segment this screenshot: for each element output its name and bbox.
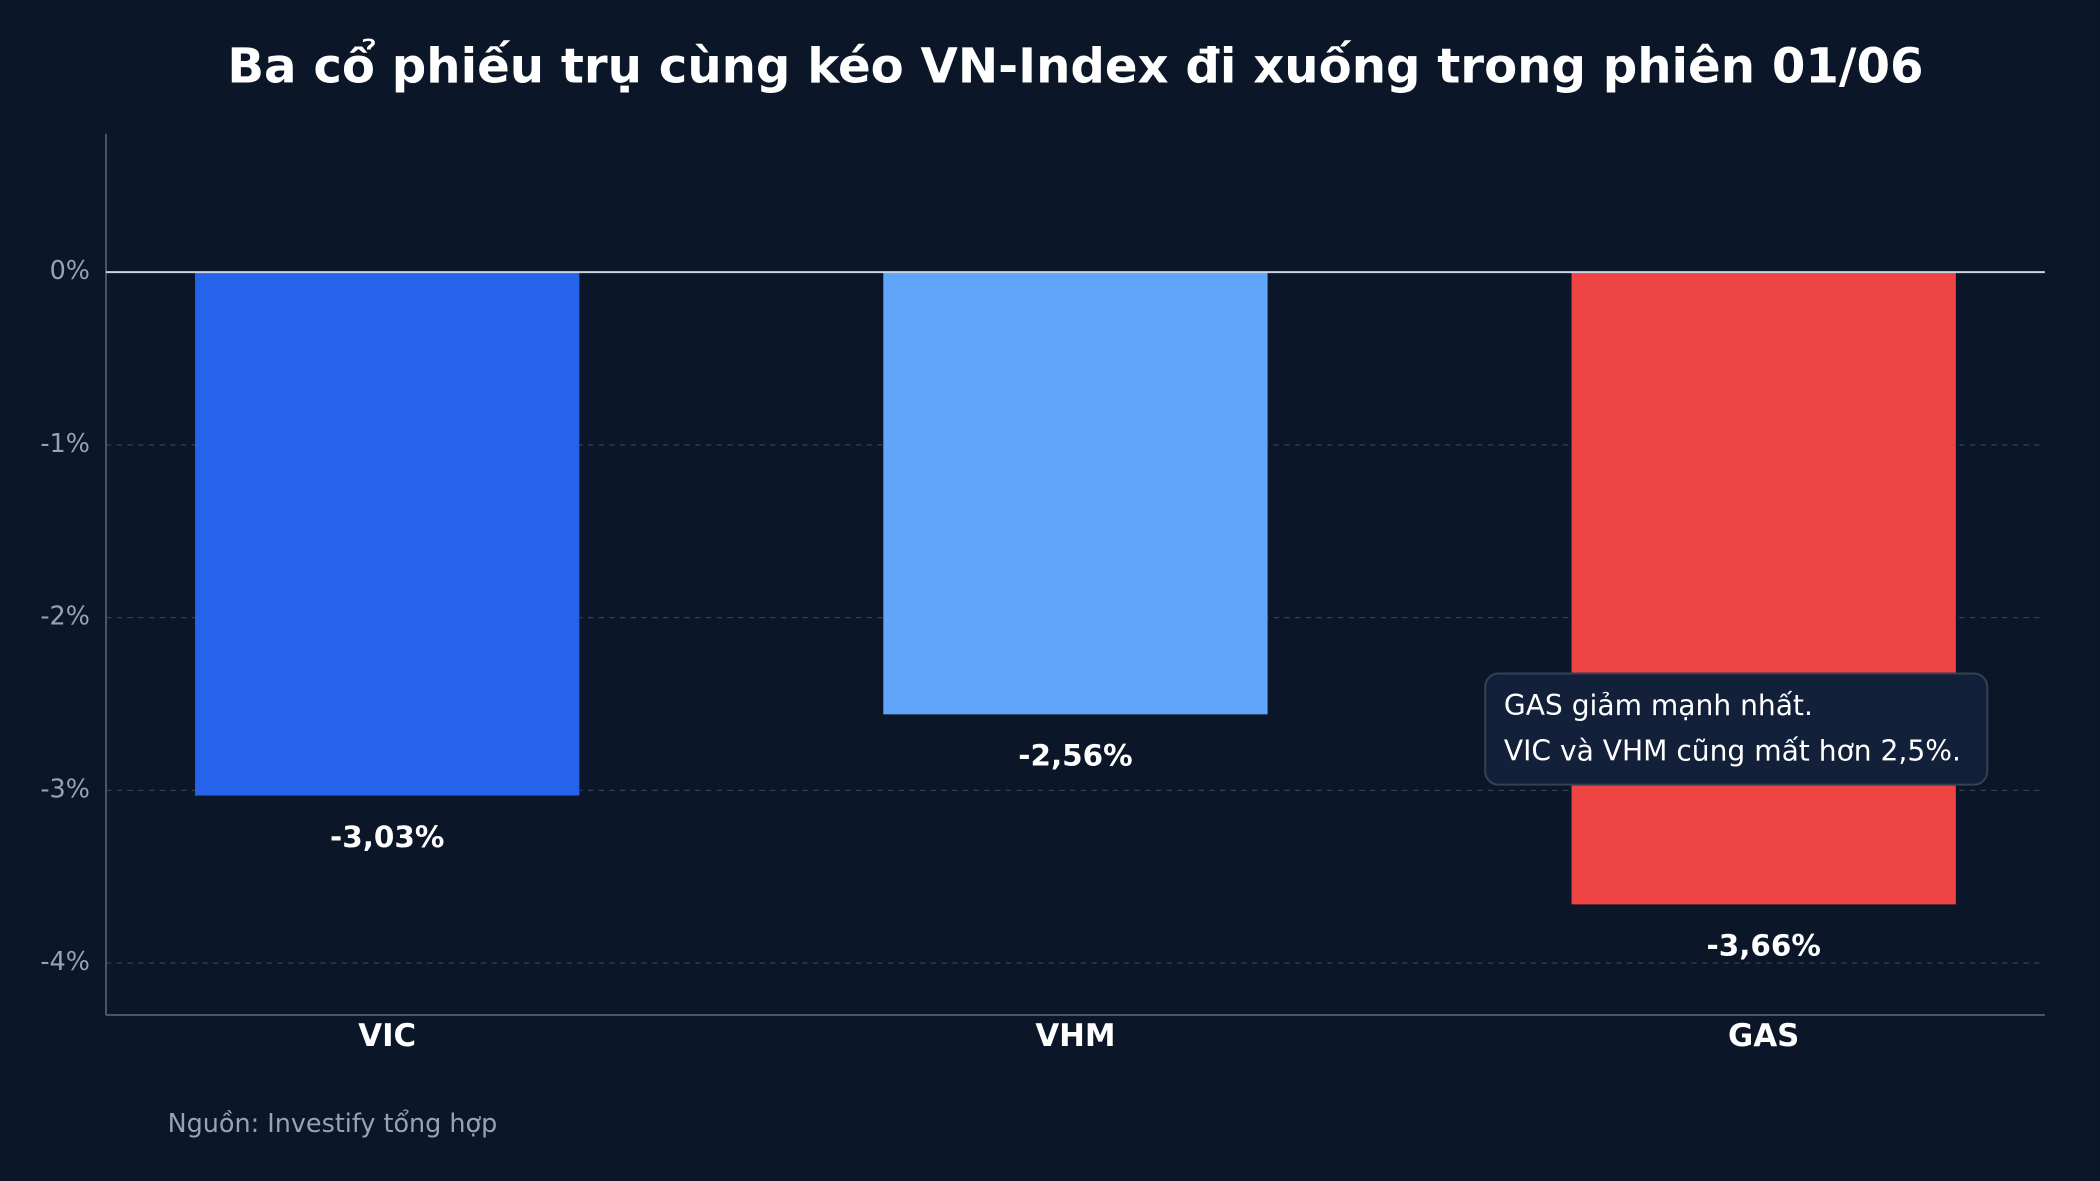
chart-title: Ba cổ phiếu trụ cùng kéo VN-Index đi xuố… bbox=[227, 39, 1923, 95]
annotation-box bbox=[1484, 672, 1989, 786]
value-label: -3,66% bbox=[1707, 929, 1821, 963]
bar bbox=[195, 272, 580, 796]
value-label: -2,56% bbox=[1018, 739, 1132, 773]
y-tick-label: -2% bbox=[40, 601, 90, 631]
x-tick-label: VHM bbox=[1035, 1018, 1115, 1054]
value-label: -3,03% bbox=[330, 820, 444, 854]
y-tick-label: -3% bbox=[40, 773, 90, 803]
bar bbox=[1571, 272, 1956, 905]
y-tick-label: -4% bbox=[40, 946, 90, 976]
bar bbox=[883, 272, 1268, 715]
annotation-text: VIC và VHM cũng mất hơn 2,5%. bbox=[1504, 735, 1961, 768]
y-tick-label: -1% bbox=[40, 428, 90, 458]
source-note: Nguồn: Investify tổng hợp bbox=[168, 1108, 498, 1138]
x-tick-label: GAS bbox=[1728, 1018, 1799, 1054]
x-tick-label: VIC bbox=[358, 1018, 416, 1054]
y-tick-label: 0% bbox=[50, 255, 90, 285]
annotation-text: GAS giảm mạnh nhất. bbox=[1504, 689, 1813, 722]
